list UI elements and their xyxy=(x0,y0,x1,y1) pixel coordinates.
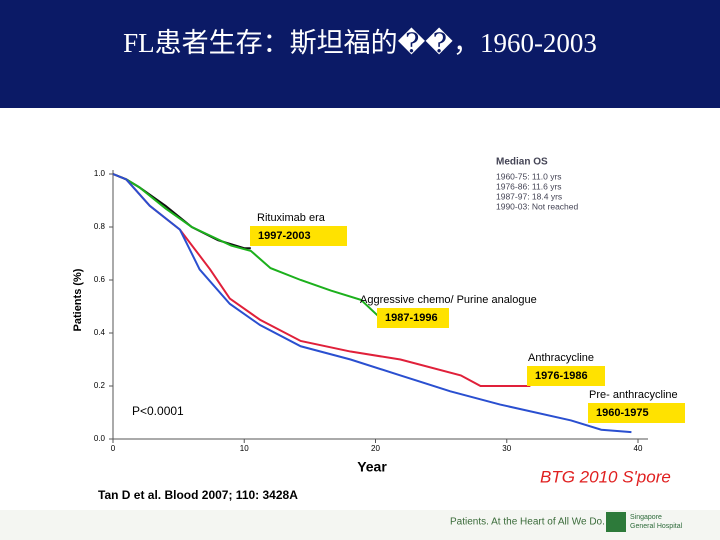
footer-slogan: Patients. At the Heart of All We Do. xyxy=(450,517,605,528)
median-os-row: 1976-86: 11.6 yrs xyxy=(496,181,562,191)
x-axis-label: Year xyxy=(357,459,387,475)
title-band xyxy=(0,0,720,108)
period-box xyxy=(527,366,605,386)
survival-curve xyxy=(112,173,632,434)
logo-text: General Hospital xyxy=(630,523,683,530)
era-label: Rituximab era xyxy=(257,212,326,224)
period-box xyxy=(250,226,347,246)
median-os-row: 1990-03: Not reached xyxy=(496,201,578,211)
x-tick-label: 0 xyxy=(111,444,116,453)
logo-icon xyxy=(606,512,626,532)
slide-title: FL患者生存：斯坦福的��，1960-2003 xyxy=(123,27,597,58)
median-os-row: 1960-75: 11.0 yrs xyxy=(496,171,562,181)
period-box xyxy=(588,403,685,423)
period-label: 1987-1996 xyxy=(385,312,438,324)
median-os-row: 1987-97: 18.4 yrs xyxy=(496,191,562,201)
survival-curve xyxy=(112,173,382,320)
era-label: Pre- anthracycline xyxy=(589,389,678,401)
logo-text: Singapore xyxy=(630,514,662,521)
period-label: 1976-1986 xyxy=(535,370,588,382)
stamp: BTG 2010 S'pore xyxy=(540,467,671,486)
era-label: Aggressive chemo/ Purine analogue xyxy=(360,294,537,306)
y-tick-label: 0.6 xyxy=(94,275,106,284)
y-axis-label: Patients (%) xyxy=(72,268,84,331)
period-label: 1997-2003 xyxy=(258,230,311,242)
y-tick-label: 0.8 xyxy=(94,222,106,231)
footer-band xyxy=(0,510,720,540)
x-tick-label: 10 xyxy=(240,444,249,453)
x-tick-label: 40 xyxy=(634,444,643,453)
y-tick-label: 0.0 xyxy=(94,434,106,443)
median-os-title: Median OS xyxy=(496,157,548,168)
period-label: 1960-1975 xyxy=(596,407,649,419)
p-value: P<0.0001 xyxy=(132,404,184,418)
era-label: Anthracycline xyxy=(528,352,594,364)
y-tick-label: 1.0 xyxy=(94,169,106,178)
y-tick-label: 0.4 xyxy=(94,328,106,337)
citation: Tan D et al. Blood 2007; 110: 3428A xyxy=(98,488,298,502)
x-tick-label: 20 xyxy=(371,444,380,453)
x-tick-label: 30 xyxy=(502,444,511,453)
period-box xyxy=(377,308,449,328)
y-tick-label: 0.2 xyxy=(94,381,106,390)
